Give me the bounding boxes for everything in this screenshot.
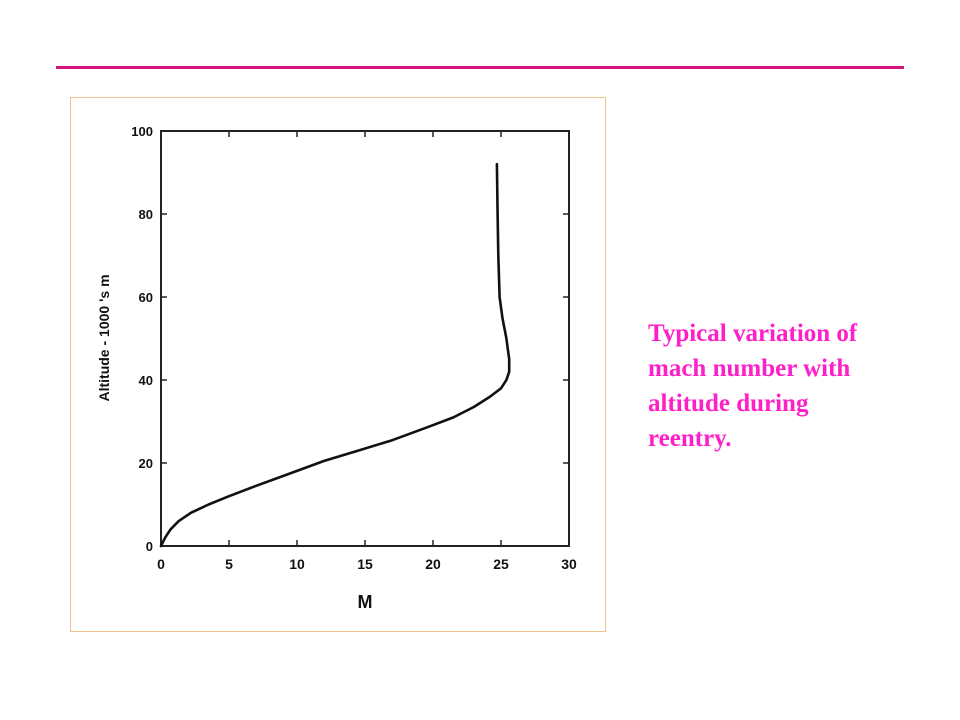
plot-area bbox=[160, 130, 570, 547]
x-tick-label: 5 bbox=[225, 556, 233, 572]
series-line bbox=[159, 162, 511, 548]
x-tick-label: 25 bbox=[493, 556, 509, 572]
y-tick-label: 100 bbox=[131, 124, 153, 139]
y-tick-label: 20 bbox=[139, 456, 153, 471]
caption-line: altitude during bbox=[648, 390, 809, 417]
y-tick-label: 40 bbox=[139, 373, 153, 388]
caption-line: Typical variation of bbox=[648, 320, 858, 347]
y-axis-label: Altitude - 1000 's m bbox=[96, 274, 112, 401]
header-rule bbox=[56, 66, 904, 69]
x-tick-label: 15 bbox=[357, 556, 373, 572]
y-tick-label: 60 bbox=[139, 290, 153, 305]
slide-caption: Typical variation of mach number with al… bbox=[648, 316, 948, 456]
mach-altitude-chart: 0 5 10 15 20 25 30 0 20 40 60 80 100 M Altitude - 1… bbox=[96, 124, 577, 612]
caption-line: mach number with bbox=[648, 355, 851, 382]
x-tick-label: 0 bbox=[157, 556, 165, 572]
y-axis: 0 20 40 60 80 100 bbox=[131, 124, 569, 554]
caption-line: reentry. bbox=[648, 425, 732, 452]
y-tick-label: 80 bbox=[139, 207, 153, 222]
y-tick-label: 0 bbox=[146, 539, 153, 554]
x-tick-label: 20 bbox=[425, 556, 441, 572]
x-tick-label: 30 bbox=[561, 556, 577, 572]
x-tick-label: 10 bbox=[289, 556, 305, 572]
x-axis-label: M bbox=[358, 592, 373, 612]
x-axis: 0 5 10 15 20 25 30 bbox=[157, 131, 577, 572]
chart-figure: 0 5 10 15 20 25 30 0 20 40 60 80 100 M Altitude - 1… bbox=[70, 97, 606, 632]
